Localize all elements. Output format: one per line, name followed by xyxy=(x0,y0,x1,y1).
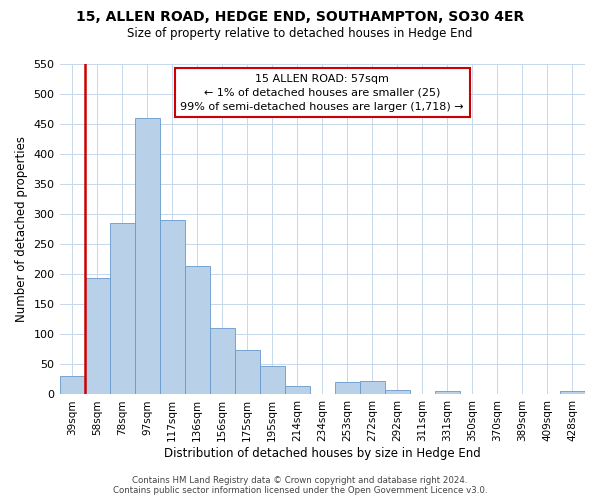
Bar xyxy=(185,266,209,394)
X-axis label: Distribution of detached houses by size in Hedge End: Distribution of detached houses by size … xyxy=(164,447,481,460)
Bar xyxy=(85,278,110,394)
Bar xyxy=(335,382,360,394)
Bar xyxy=(160,220,185,394)
Text: 15, ALLEN ROAD, HEDGE END, SOUTHAMPTON, SO30 4ER: 15, ALLEN ROAD, HEDGE END, SOUTHAMPTON, … xyxy=(76,10,524,24)
Bar xyxy=(59,376,85,394)
Bar xyxy=(209,328,235,394)
Bar xyxy=(285,386,310,394)
Text: Size of property relative to detached houses in Hedge End: Size of property relative to detached ho… xyxy=(127,28,473,40)
Bar xyxy=(134,118,160,394)
Bar xyxy=(110,222,134,394)
Bar xyxy=(385,390,410,394)
Text: Contains HM Land Registry data © Crown copyright and database right 2024.
Contai: Contains HM Land Registry data © Crown c… xyxy=(113,476,487,495)
Text: 15 ALLEN ROAD: 57sqm
← 1% of detached houses are smaller (25)
99% of semi-detach: 15 ALLEN ROAD: 57sqm ← 1% of detached ho… xyxy=(181,74,464,112)
Bar xyxy=(235,350,260,395)
Bar xyxy=(435,391,460,394)
Bar xyxy=(260,366,285,394)
Y-axis label: Number of detached properties: Number of detached properties xyxy=(15,136,28,322)
Bar xyxy=(560,392,585,394)
Bar xyxy=(360,380,385,394)
